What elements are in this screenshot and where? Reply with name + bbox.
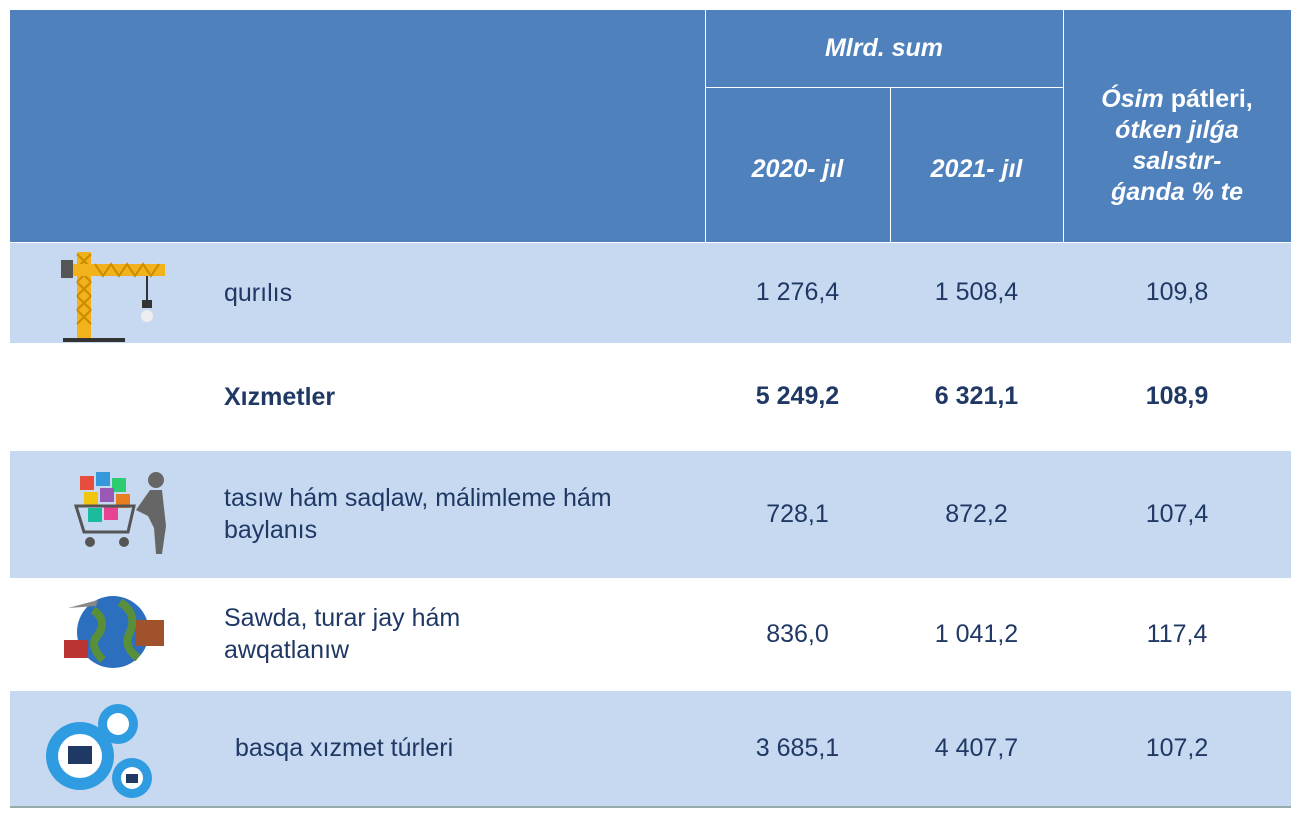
row-label: tasıw hám saqlaw, málimleme hám baylanıs bbox=[224, 450, 684, 578]
growth-value: 107,2 bbox=[1063, 690, 1291, 806]
value-2021: 1 041,2 bbox=[890, 578, 1063, 690]
unit-header: Mlrd. sum bbox=[705, 10, 1063, 87]
value-2020: 5 249,2 bbox=[705, 343, 890, 450]
value-2020: 728,1 bbox=[705, 450, 890, 578]
value-2020: 1 276,4 bbox=[705, 242, 890, 343]
growth-value: 109,8 bbox=[1063, 242, 1291, 343]
row-label: qurılıs bbox=[224, 242, 694, 343]
cart-icon bbox=[70, 466, 170, 562]
value-2021: 4 407,7 bbox=[890, 690, 1063, 806]
growth-value: 108,9 bbox=[1063, 343, 1291, 450]
growth-header-line: ǵanda % te bbox=[1111, 177, 1243, 208]
year-header: 2020- jıl bbox=[705, 87, 890, 242]
value-2020: 3 685,1 bbox=[705, 690, 890, 806]
globe-icon bbox=[58, 590, 168, 672]
value-2021: 872,2 bbox=[890, 450, 1063, 578]
crane-icon bbox=[55, 244, 170, 342]
value-2020: 836,0 bbox=[705, 578, 890, 690]
growth-value: 117,4 bbox=[1063, 578, 1291, 690]
value-2021: 1 508,4 bbox=[890, 242, 1063, 343]
growth-value: 107,4 bbox=[1063, 450, 1291, 578]
growth-header-line: Ósim pátleri, bbox=[1101, 84, 1252, 115]
value-2021: 6 321,1 bbox=[890, 343, 1063, 450]
year-header: 2021- jıl bbox=[890, 87, 1063, 242]
growth-header-line: salıstır- bbox=[1133, 146, 1222, 177]
row-label: Sawda, turar jay hám awqatlanıw bbox=[224, 578, 554, 690]
growth-header-line: ótken jılǵa bbox=[1115, 115, 1239, 146]
row-label: Xızmetler bbox=[224, 343, 694, 450]
growth-header-word: Ósim bbox=[1101, 85, 1164, 113]
growth-header-word: pátleri, bbox=[1164, 85, 1253, 113]
bottom-border bbox=[10, 806, 1291, 808]
row-label: basqa xızmet túrleri bbox=[235, 690, 705, 806]
page: Mlrd. sum 2020- jıl 2021- jıl Ósim pátle… bbox=[0, 0, 1303, 814]
growth-header: Ósim pátleri, ótken jılǵa salıstır- ǵand… bbox=[1063, 10, 1291, 242]
gears-icon bbox=[40, 696, 160, 802]
